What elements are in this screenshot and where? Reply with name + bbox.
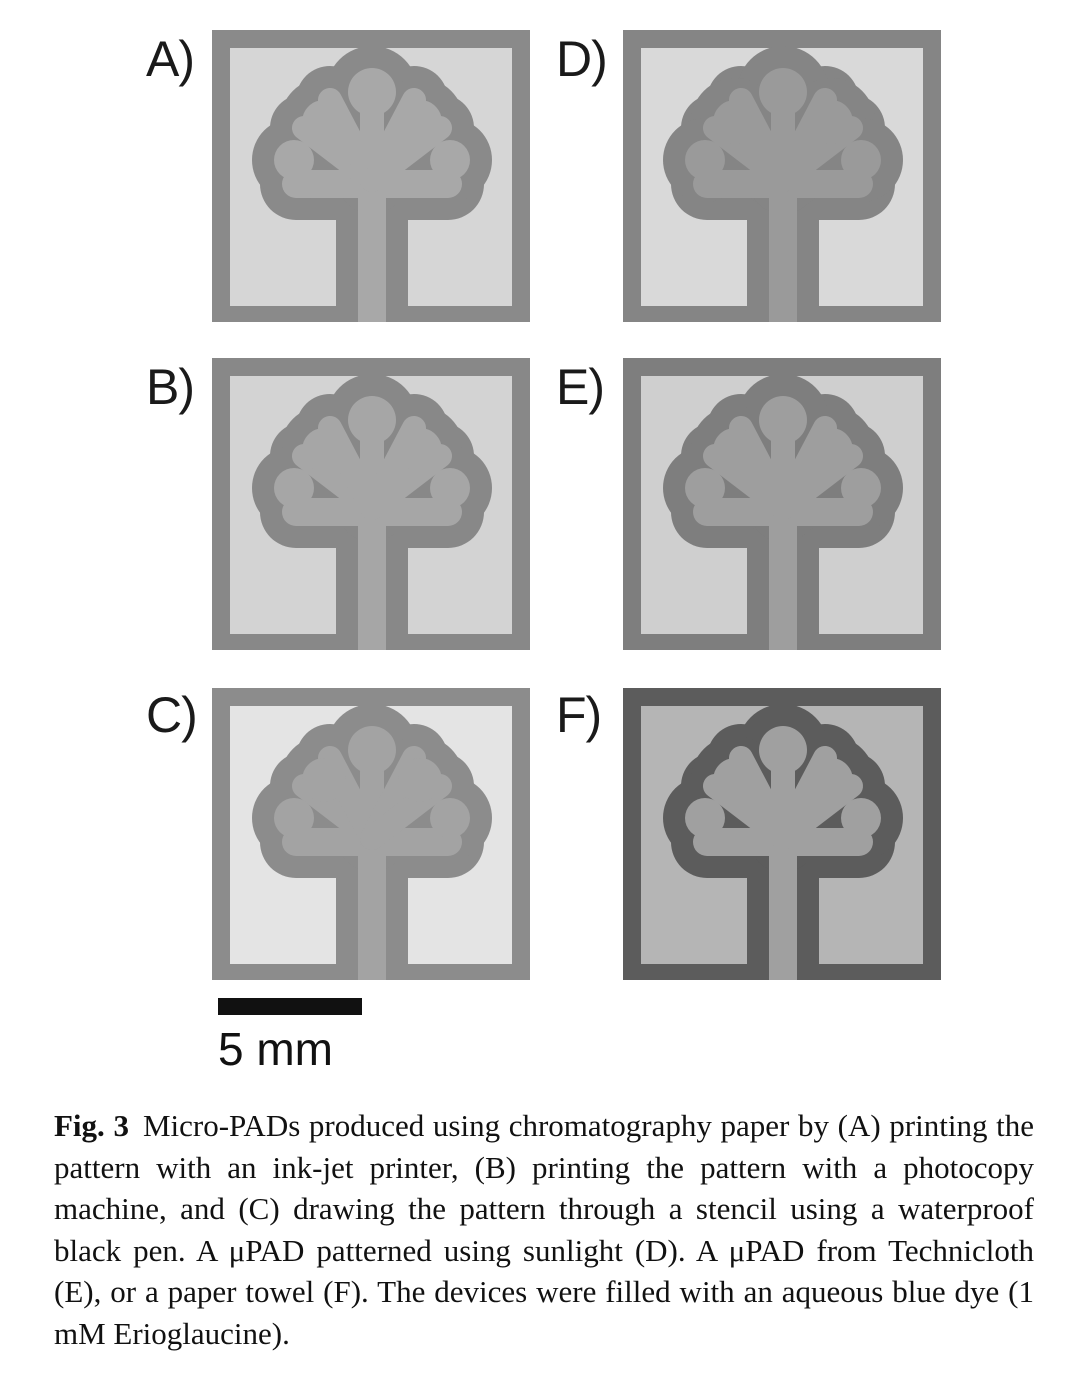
micro-pad-pattern: [623, 30, 941, 322]
panel-image-f: [623, 688, 941, 980]
micro-pad-pattern: [623, 688, 941, 980]
figure-caption: Fig. 3 Micro-PADs produced using chromato…: [54, 1105, 1034, 1354]
panel-label-b: B): [146, 359, 195, 415]
micro-pad-pattern: [212, 688, 530, 980]
panel-label-c: C): [146, 687, 198, 743]
panel-label-e: E): [556, 359, 605, 415]
panel-label-f: F): [556, 687, 602, 743]
scale-bar: [218, 998, 362, 1015]
micro-pad-pattern: [212, 358, 530, 650]
panel-label-a: A): [146, 31, 195, 87]
panel-image-a: [212, 30, 530, 322]
panel-label-d: D): [556, 31, 608, 87]
scale-bar-label: 5 mm: [218, 1023, 333, 1075]
caption-text: Micro-PADs produced using chromatography…: [54, 1108, 1034, 1351]
micro-pad-pattern: [623, 358, 941, 650]
panel-image-b: [212, 358, 530, 650]
figure-number: Fig. 3: [54, 1108, 129, 1143]
micro-pad-pattern: [212, 30, 530, 322]
panel-image-d: [623, 30, 941, 322]
panel-image-c: [212, 688, 530, 980]
panel-image-e: [623, 358, 941, 650]
